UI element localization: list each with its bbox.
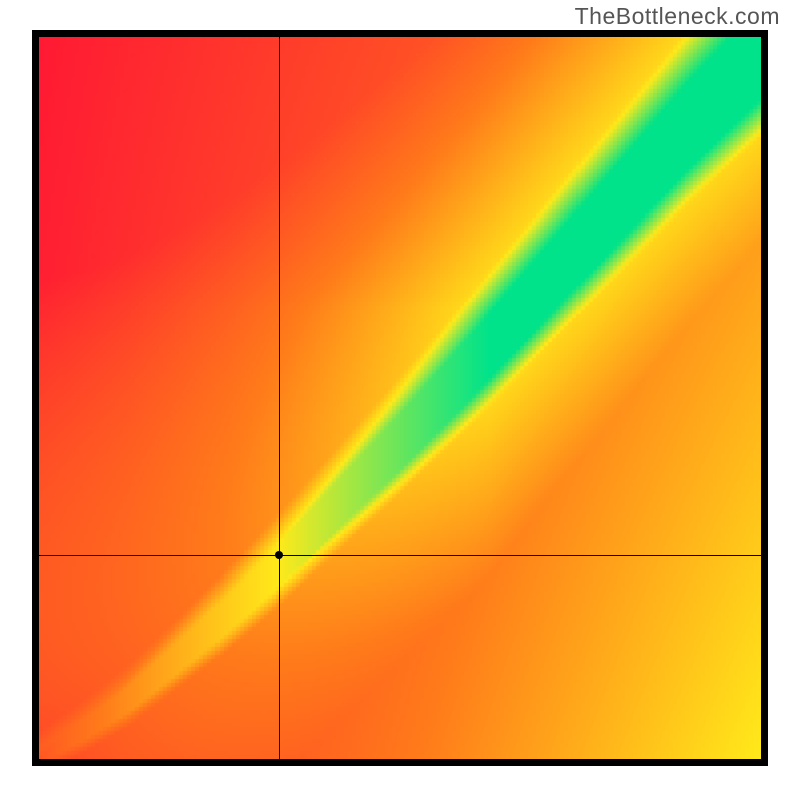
crosshair-dot — [275, 551, 283, 559]
chart-container: TheBottleneck.com — [0, 0, 800, 800]
heatmap-canvas — [39, 37, 761, 759]
crosshair-horizontal — [39, 555, 761, 556]
plot-area — [39, 37, 761, 759]
crosshair-vertical — [279, 37, 280, 759]
plot-frame — [32, 30, 768, 766]
watermark-text: TheBottleneck.com — [575, 3, 780, 30]
